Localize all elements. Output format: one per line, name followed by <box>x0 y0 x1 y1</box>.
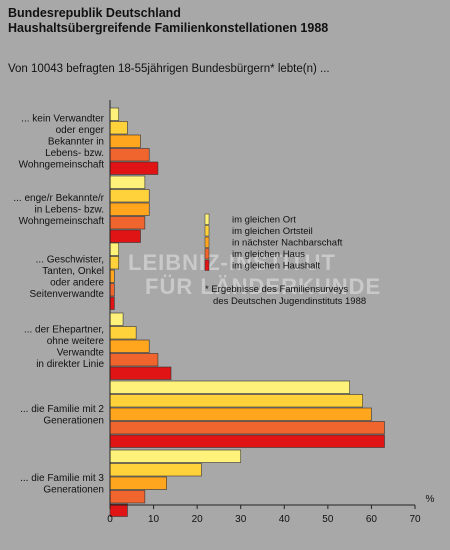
legend-swatch-4 <box>204 259 210 271</box>
bar-0-1 <box>109 121 128 135</box>
footnote-line-2: des Deutschen Jugendinstituts 1988 <box>213 296 366 307</box>
x-axis: 0 10 20 30 40 50 60 70% <box>107 100 435 525</box>
x-tick-label-50: 50 <box>322 514 334 525</box>
bar-3-2 <box>109 339 150 353</box>
category-label-1-0: ... enge/r Bekannte/r <box>13 193 104 204</box>
legend-swatch-3 <box>204 248 210 260</box>
category-label-3-1: ohne weitere <box>47 336 105 347</box>
bar-1-0 <box>109 175 146 189</box>
bar-4-2 <box>109 407 372 421</box>
category-label-0-4: Wohngemeinschaft <box>19 160 105 171</box>
category-label-3-3: in direkter Linie <box>36 359 104 370</box>
bar-5-4 <box>109 503 128 517</box>
bar-5-0 <box>109 449 242 463</box>
category-label-0-0: ... kein Verwandter <box>21 114 104 125</box>
category-label-3-2: Verwandte <box>57 347 105 358</box>
x-tick-label-40: 40 <box>279 514 291 525</box>
x-axis-unit: % <box>426 494 435 505</box>
watermark: LEIBNIZ-INSTITUT FÜR LÄNDERKUNDE <box>128 250 381 299</box>
category-label-3-0: ... der Ehepartner, <box>24 324 104 335</box>
title-line-2: Haushaltsübergreifende Familienkonstella… <box>8 21 329 35</box>
bar-4-0 <box>109 380 350 394</box>
legend-swatch-2 <box>204 236 210 248</box>
bar-0-3 <box>109 148 150 162</box>
bar-0-4 <box>109 161 159 175</box>
watermark-line-1: LEIBNIZ-INSTITUT <box>128 250 336 275</box>
bar-3-0 <box>109 312 124 326</box>
category-label-5-1: Generationen <box>43 484 104 495</box>
legend-label-2: in nächster Nachbarschaft <box>232 238 343 249</box>
category-label-2-2: oder andere <box>50 277 104 288</box>
bar-1-2 <box>109 202 150 216</box>
title-line-1: Bundesrepublik Deutschland <box>8 6 181 20</box>
bar-2-4 <box>109 296 115 310</box>
chart-title: Bundesrepublik Deutschland Haushaltsüber… <box>8 6 328 36</box>
bar-2-1 <box>109 256 120 270</box>
legend-label-3: im gleichen Haus <box>232 249 305 260</box>
x-tick-label-70: 70 <box>409 514 421 525</box>
bar-5-3 <box>109 490 146 504</box>
bar-3-4 <box>109 366 172 380</box>
footnote-line-1: * Ergebnisse des Familiensurveys <box>205 284 348 295</box>
bar-4-1 <box>109 394 364 408</box>
bar-1-4 <box>109 229 141 243</box>
bar-4-3 <box>109 421 385 435</box>
category-label-0-3: Lebens- bzw. <box>45 148 104 159</box>
x-tick-label-20: 20 <box>192 514 204 525</box>
category-label-2-0: ... Geschwister, <box>36 254 104 265</box>
x-tick-label-60: 60 <box>366 514 378 525</box>
category-label-4-1: Generationen <box>43 415 104 426</box>
bar-1-3 <box>109 216 146 230</box>
bar-2-3 <box>109 283 115 297</box>
chart-subtitle: Von 10043 befragten 18-55jährigen Bundes… <box>8 63 330 75</box>
category-label-4-0: ... die Familie mit 2 <box>20 404 104 415</box>
bar-2-0 <box>109 242 120 256</box>
bar-0-2 <box>109 134 141 148</box>
watermark-line-2: FÜR LÄNDERKUNDE <box>145 274 381 299</box>
category-label-1-1: in Lebens- bzw. <box>35 205 105 216</box>
x-tick-label-30: 30 <box>235 514 247 525</box>
bar-4-4 <box>109 434 385 448</box>
bar-3-1 <box>109 326 137 340</box>
legend-swatch-1 <box>204 225 210 237</box>
category-label-2-1: Tanten, Onkel <box>42 266 104 277</box>
bar-0-0 <box>109 107 120 121</box>
bar-3-3 <box>109 353 159 367</box>
category-label-2-3: Seitenverwandte <box>30 289 105 300</box>
x-tick-label-10: 10 <box>148 514 160 525</box>
bar-2-2 <box>109 269 115 283</box>
bar-1-1 <box>109 189 150 203</box>
footnote: * Ergebnisse des Familiensurveys des Deu… <box>205 284 366 307</box>
legend-label-1: im gleichen Ortsteil <box>232 226 313 237</box>
bars-layer <box>109 107 385 517</box>
category-label-1-2: Wohngemeinschaft <box>19 216 105 227</box>
x-tick-label-0: 0 <box>107 514 113 525</box>
legend-label-0: im gleichen Ort <box>232 215 296 226</box>
legend-label-4: im gleichen Haushalt <box>232 261 321 272</box>
legend-swatch-0 <box>204 213 210 225</box>
bar-5-1 <box>109 463 202 477</box>
category-label-5-0: ... die Familie mit 3 <box>20 473 104 484</box>
category-label-0-1: oder enger <box>56 125 105 136</box>
bar-5-2 <box>109 476 167 490</box>
category-label-0-2: Bekannter in <box>48 137 104 148</box>
